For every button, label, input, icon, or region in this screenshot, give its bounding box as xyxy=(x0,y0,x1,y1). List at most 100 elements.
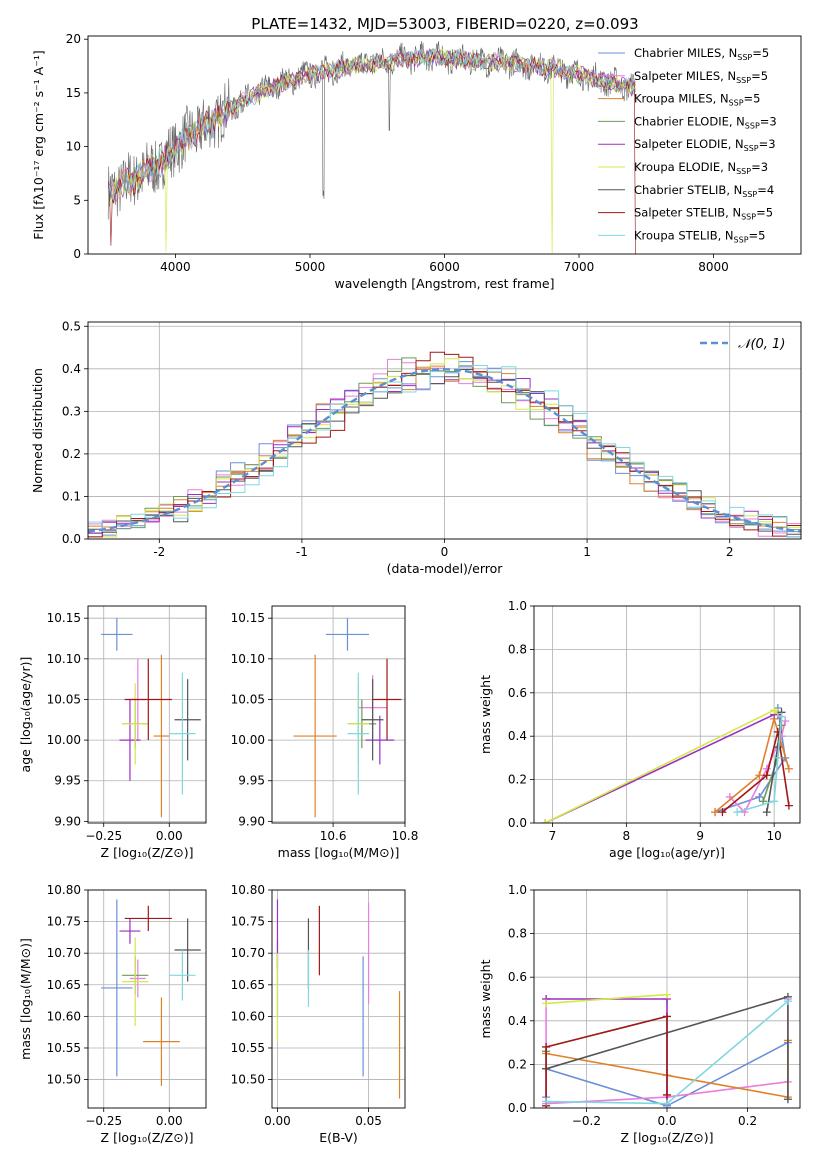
errorbar-point-6 xyxy=(361,679,384,761)
axes-frame xyxy=(533,605,801,824)
legend-sub: SSP xyxy=(737,53,752,62)
tick-label-y: 0.3 xyxy=(62,404,81,418)
weight-line xyxy=(545,1015,668,1106)
weight-marker xyxy=(762,808,771,817)
y-axis-label: mass weight xyxy=(478,959,493,1038)
weight-marker xyxy=(663,990,671,999)
errorbar-point-8 xyxy=(169,672,196,795)
tick-label-x: 0.05 xyxy=(355,1114,382,1128)
errorbar-point-7 xyxy=(372,658,402,741)
x-axis-label: mass [log₁₀(M/M⊙)] xyxy=(278,845,400,860)
weight-marker xyxy=(784,764,793,773)
tick-label-y: 0.6 xyxy=(508,970,527,984)
tick-label-y: 10.70 xyxy=(47,946,81,960)
tick-label-y: 10 xyxy=(66,140,81,154)
legend-label-gaussian: 𝒩(0, 1) xyxy=(738,337,785,352)
weight-series-8 xyxy=(733,712,786,817)
tick-label-y: 15 xyxy=(66,86,81,100)
errorbar-point-8 xyxy=(169,950,196,1001)
legend-sub: SSP xyxy=(736,167,751,176)
legend-label: Chabrier STELIB, NSSP=4 xyxy=(634,183,774,199)
weight-marker xyxy=(542,1097,551,1106)
tick-label-y: 10.65 xyxy=(231,978,265,992)
legend-nssp: =5 xyxy=(752,46,769,60)
weight-marker xyxy=(777,712,786,721)
tick-label-y: 10.10 xyxy=(47,652,81,666)
errorbar-point-4 xyxy=(119,699,141,781)
tick-label-y: 10.75 xyxy=(231,915,265,929)
tick-label-y: 20 xyxy=(66,32,81,46)
legend-nssp: =3 xyxy=(759,137,776,151)
tick-label-y: 10.15 xyxy=(47,611,81,625)
histogram-8 xyxy=(88,365,801,538)
legend-nssp: =4 xyxy=(757,183,774,197)
x-axis-label: Z [log₁₀(Z/Z⊙)] xyxy=(101,845,194,860)
panel-weight_vs_Z: −0.2 0.0 0.2 0.0 0.2 0.4 0.6 0.8 1.0 Z [log₁₀(Z/Z… xyxy=(478,883,801,1145)
axes-frame xyxy=(271,889,406,1109)
weight-series-8 xyxy=(542,997,792,1108)
tick-label-y: 0.0 xyxy=(62,532,81,546)
weight-marker xyxy=(770,797,779,806)
tick-label-y: 0.0 xyxy=(508,816,527,830)
tick-label-y: 0.1 xyxy=(62,489,81,503)
weight-marker xyxy=(733,808,742,817)
legend-sub: SSP xyxy=(734,235,749,244)
weight-series-4 xyxy=(542,995,671,1108)
tick-label-y: 10.70 xyxy=(231,946,265,960)
weight-marker xyxy=(663,1099,671,1108)
tick-label-y: 10.75 xyxy=(47,915,81,929)
weight-line xyxy=(544,709,779,823)
tick-label-y: 10.60 xyxy=(231,1009,265,1023)
legend-nssp: =5 xyxy=(744,92,761,106)
tick-label-y: 10.10 xyxy=(231,652,265,666)
tick-label-y: 0.5 xyxy=(62,319,81,333)
histogram-7 xyxy=(88,351,801,538)
weight-marker xyxy=(718,808,727,817)
legend-label: Kroupa STELIB, NSSP=5 xyxy=(634,228,765,244)
x-axis-label: E(B-V) xyxy=(319,1130,358,1145)
tick-label-y: 10.00 xyxy=(231,733,265,747)
tick-label-y: 0.0 xyxy=(508,1101,527,1115)
tick-label-x: 0.00 xyxy=(264,1114,291,1128)
tick-label-y: 0.2 xyxy=(508,773,527,787)
tick-label-y: 10.15 xyxy=(231,611,265,625)
errorbar-point-1 xyxy=(129,959,146,998)
weight-series-5 xyxy=(542,990,671,1008)
weight-series-7 xyxy=(542,1012,671,1108)
tick-label-x: 0 xyxy=(441,545,449,559)
errorbar-point-6 xyxy=(174,918,201,982)
weight-line xyxy=(721,731,790,813)
panel-mass_vs_EBV: 0.00 0.05 10.50 10.55 10.60 10.65 10.70 10.75 10… xyxy=(231,883,406,1145)
errorbar-point-2 xyxy=(143,997,180,1086)
weight-marker xyxy=(663,1012,671,1021)
legend-nssp: =5 xyxy=(751,69,768,83)
panel-residuals: -2 -1 0 1 2 0.0 0.1 0.2 0.3 0.4 0.5 (data-model)/er… xyxy=(30,319,802,576)
tick-label-x: 2 xyxy=(726,545,734,559)
axes-frame xyxy=(87,321,802,540)
x-axis-label: (data-model)/error xyxy=(387,561,504,576)
tick-label-y: 10.55 xyxy=(231,1041,265,1055)
plot-area xyxy=(101,899,201,1086)
tick-label-y: 0 xyxy=(73,247,81,261)
weight-line xyxy=(546,993,668,1005)
legend-label: Kroupa MILES, NSSP=5 xyxy=(634,92,760,108)
legend-sub: SSP xyxy=(741,213,756,222)
errorbar-point-6 xyxy=(174,679,201,761)
legend-sub: SSP xyxy=(744,144,759,153)
gaussian-curve xyxy=(88,368,801,533)
axes-frame xyxy=(87,35,802,255)
tick-label-x: 9 xyxy=(696,829,704,843)
tick-label-x: 7000 xyxy=(564,260,595,274)
weight-marker xyxy=(784,801,793,810)
tick-label-x: −0.2 xyxy=(572,1114,601,1128)
legend-label: Salpeter ELODIE, NSSP=3 xyxy=(634,137,776,153)
axes-frame xyxy=(87,605,207,824)
legend-sub: SSP xyxy=(729,99,744,108)
y-axis-label: Normed distribution xyxy=(30,368,45,493)
tick-label-y: 9.95 xyxy=(238,774,265,788)
weight-marker xyxy=(663,1090,671,1099)
axes-frame xyxy=(87,889,207,1109)
weight-marker xyxy=(783,997,792,1006)
tick-label-x: 8 xyxy=(623,829,631,843)
